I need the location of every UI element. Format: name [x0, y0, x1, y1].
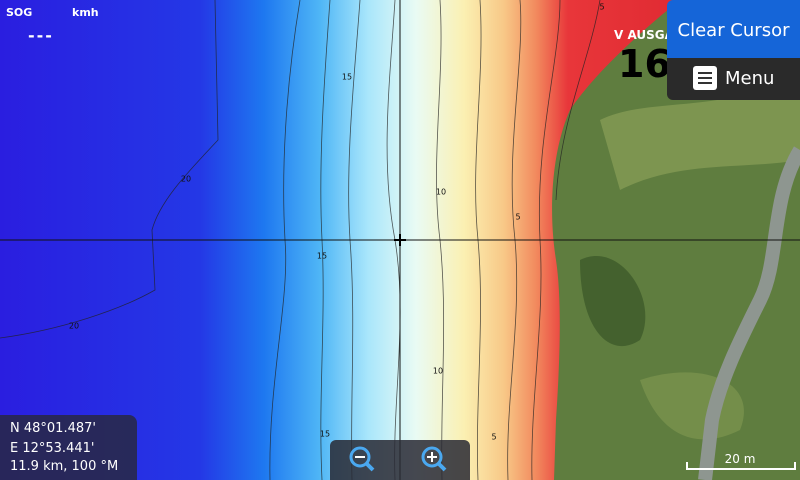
- range-bearing: 11.9 km, 100 °M: [10, 459, 119, 474]
- contour-label: 15: [317, 252, 327, 261]
- contour-label: 10: [436, 188, 446, 197]
- contour-label: 20: [69, 322, 79, 331]
- cursor: [394, 234, 406, 246]
- contour-label: 10: [433, 367, 443, 376]
- scale-bar: 20 m: [686, 452, 796, 470]
- scale-label: 20 m: [724, 452, 756, 466]
- zoom-in-button[interactable]: [421, 446, 447, 472]
- longitude: E 12°53.441': [10, 441, 95, 456]
- latitude: N 48°01.487': [10, 421, 96, 436]
- sog-value: ---: [28, 26, 54, 45]
- contour-label: 5: [515, 213, 520, 222]
- land-patch: [580, 256, 646, 347]
- position-panel: N 48°01.487' E 12°53.441' 11.9 km, 100 °…: [0, 415, 137, 480]
- sog-unit: kmh: [72, 6, 99, 19]
- contour-label: 5: [599, 3, 604, 12]
- zoom-icons: [349, 446, 447, 472]
- scale-line: [686, 462, 796, 470]
- land-patch: [600, 80, 800, 190]
- contour-label: 5: [491, 433, 496, 442]
- contour-label: 15: [320, 430, 330, 439]
- sog-label: SOG: [6, 6, 33, 19]
- zoom-out-button[interactable]: [349, 446, 375, 472]
- contour-label: 15: [342, 73, 352, 82]
- zoom-controls: [330, 440, 470, 480]
- clear-cursor-button[interactable]: Clear Cursor: [667, 0, 800, 58]
- contour-label: 20: [181, 175, 191, 184]
- menu-label: Menu: [725, 68, 775, 89]
- road: [698, 146, 800, 480]
- speed-label: V AUSGA: [614, 28, 674, 42]
- menu-button[interactable]: Menu: [667, 58, 800, 100]
- menu-icon: [693, 66, 717, 90]
